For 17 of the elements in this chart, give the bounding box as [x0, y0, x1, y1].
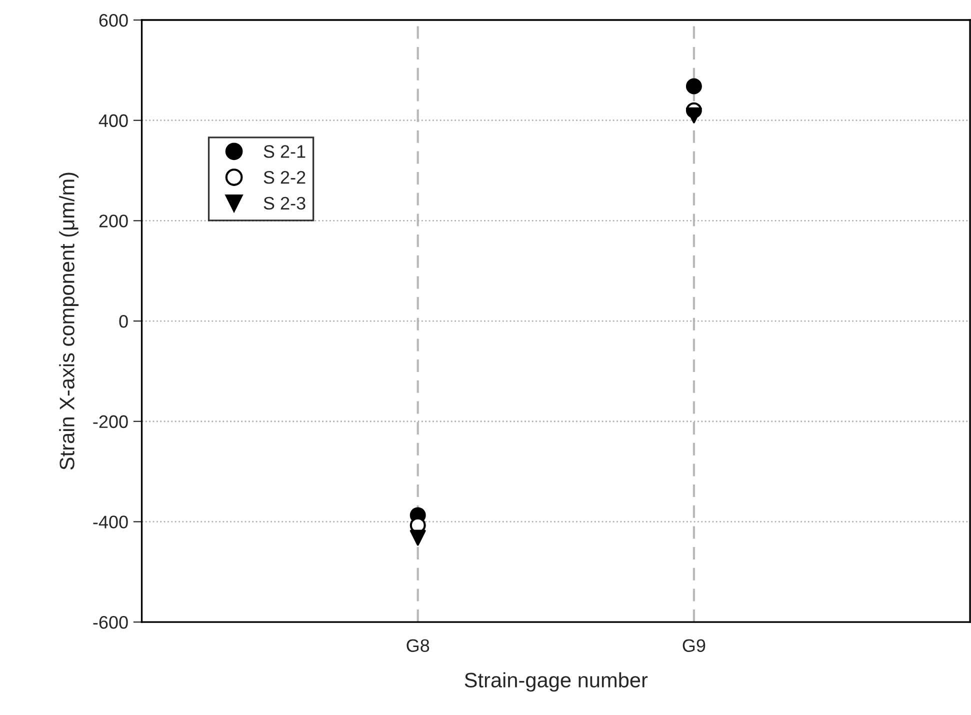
- x-axis-title: Strain-gage number: [464, 672, 648, 692]
- x-tick-label: G9: [682, 639, 706, 652]
- y-tick-label: -200: [93, 415, 128, 428]
- legend-label: S 2-2: [264, 170, 306, 184]
- x-tick-label: G8: [406, 639, 430, 652]
- y-tick-label: 200: [99, 214, 128, 228]
- legend-label: S 2-3: [264, 196, 306, 210]
- point: [686, 78, 702, 94]
- y-tick-label: -400: [93, 516, 128, 528]
- y-tick-label: -600: [93, 616, 128, 629]
- y-tick-label: 400: [98, 114, 128, 128]
- y-axis-title: Strain X-axis component (μm/m): [59, 172, 79, 470]
- point: [686, 107, 702, 124]
- legend-label: S 2-1: [264, 145, 306, 158]
- y-tick-label: 0: [119, 314, 128, 328]
- y-tick-label: 600: [99, 14, 128, 27]
- point: [410, 530, 426, 546]
